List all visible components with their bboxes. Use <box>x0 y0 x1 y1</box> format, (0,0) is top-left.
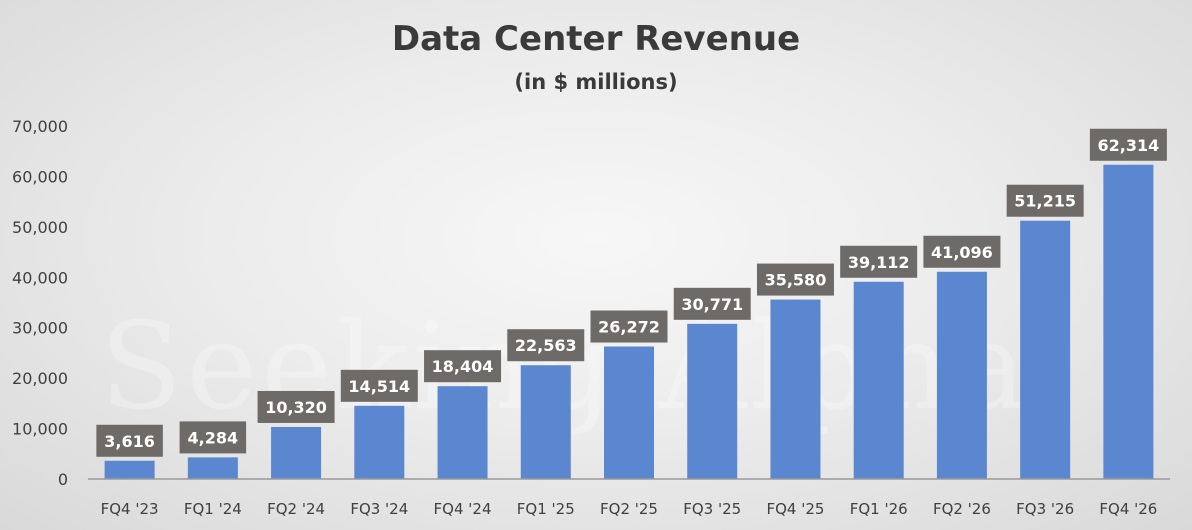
data-label-text: 30,771 <box>681 295 743 314</box>
x-tick-label: FQ4 '23 <box>101 500 159 518</box>
data-label-text: 51,215 <box>1014 192 1076 211</box>
x-axis: FQ4 '23 FQ1 '24 FQ2 '24 FQ3 '24 FQ4 '24 FQ1 '… <box>101 500 1158 518</box>
bar <box>187 457 238 479</box>
bar <box>770 299 821 479</box>
chart-subtitle: (in $ millions) <box>514 70 677 94</box>
data-label: 51,215 <box>1006 184 1084 217</box>
data-label: 4,284 <box>179 421 247 454</box>
y-tick-label: 50,000 <box>12 218 68 237</box>
bars <box>104 164 1154 479</box>
data-label-text: 41,096 <box>931 243 993 262</box>
chart-title: Data Center Revenue <box>392 19 800 59</box>
data-label: 26,272 <box>590 310 668 343</box>
data-label-text: 22,563 <box>515 336 577 355</box>
data-label-box <box>590 310 668 343</box>
data-label-text: 39,112 <box>848 253 910 272</box>
data-label: 14,514 <box>340 369 418 402</box>
data-label: 10,320 <box>257 390 335 423</box>
x-tick-label: FQ4 '25 <box>766 500 824 518</box>
data-label-box <box>424 350 502 383</box>
y-tick-label: 0 <box>58 470 68 489</box>
data-label-text: 26,272 <box>598 318 660 337</box>
data-label: 35,580 <box>756 263 834 296</box>
x-tick-label: FQ4 '24 <box>434 500 492 518</box>
data-label-text: 3,616 <box>104 432 155 451</box>
data-label-text: 18,404 <box>432 357 494 376</box>
data-label-text: 4,284 <box>188 428 239 447</box>
data-label-box <box>179 421 247 454</box>
bar <box>687 323 738 479</box>
data-label-box <box>507 329 585 362</box>
bar <box>437 386 488 479</box>
y-tick-label: 30,000 <box>12 319 68 338</box>
bar <box>271 426 322 479</box>
y-tick-label: 40,000 <box>12 268 68 287</box>
data-label-text: 35,580 <box>765 271 827 290</box>
bar <box>1020 220 1071 479</box>
bar <box>520 365 571 479</box>
data-label: 41,096 <box>923 235 1001 268</box>
data-label-text: 14,514 <box>348 377 410 396</box>
x-tick-label: FQ2 '25 <box>600 500 658 518</box>
data-label: 62,314 <box>1089 128 1167 161</box>
data-label: 39,112 <box>840 245 918 278</box>
x-tick-label: FQ2 '24 <box>267 500 325 518</box>
data-label-box <box>756 263 834 296</box>
data-label-box <box>673 287 751 320</box>
data-label-box <box>96 424 163 457</box>
x-tick-label: FQ3 '25 <box>683 500 741 518</box>
data-label: 30,771 <box>673 287 751 320</box>
bar <box>354 405 405 479</box>
x-tick-label: FQ3 '24 <box>350 500 408 518</box>
y-axis: 0 10,000 20,000 30,000 40,000 50,000 60,000 70,… <box>12 117 68 489</box>
x-tick-label: FQ1 '24 <box>184 500 242 518</box>
x-tick-label: FQ2 '26 <box>933 500 991 518</box>
data-label-box <box>340 369 418 402</box>
data-label: 22,563 <box>507 329 585 362</box>
data-label-box <box>1089 128 1167 161</box>
x-tick-label: FQ3 '26 <box>1016 500 1074 518</box>
data-label-box <box>840 245 918 278</box>
y-tick-label: 20,000 <box>12 369 68 388</box>
bar <box>104 460 155 479</box>
data-label: 18,404 <box>424 350 502 383</box>
bar <box>604 346 654 479</box>
data-label: 3,616 <box>96 424 163 457</box>
bar <box>853 281 904 479</box>
data-labels: 3,616 4,284 10,320 14,514 18,404 22,563 26,272… <box>96 128 1167 457</box>
x-tick-label: FQ1 '25 <box>517 500 575 518</box>
data-label-box <box>1006 184 1084 217</box>
x-tick-label: FQ4 '26 <box>1099 500 1157 518</box>
bar <box>1103 164 1154 479</box>
data-label-box <box>923 235 1001 268</box>
y-tick-label: 70,000 <box>12 117 68 136</box>
data-label-box <box>257 390 335 423</box>
data-label-text: 10,320 <box>265 398 327 417</box>
x-tick-label: FQ1 '26 <box>850 500 908 518</box>
bar <box>936 271 987 479</box>
data-label-text: 62,314 <box>1098 136 1160 155</box>
y-tick-label: 60,000 <box>12 167 68 186</box>
y-tick-label: 10,000 <box>12 420 68 439</box>
